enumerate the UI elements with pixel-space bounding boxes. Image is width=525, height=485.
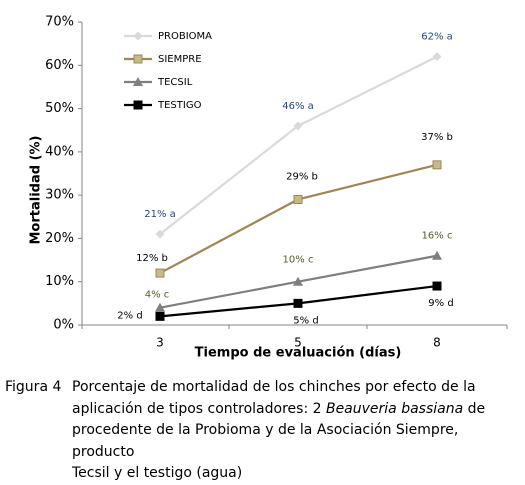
x-tick-label: 8 bbox=[433, 336, 441, 350]
caption-line: aplicación de tipos controladores: 2 Bea… bbox=[72, 399, 525, 421]
caption-line: Tecsil y el testigo (agua) bbox=[72, 463, 525, 485]
caption-text: aplicación de tipos controladores: 2 bbox=[72, 400, 326, 417]
point bbox=[293, 121, 303, 131]
caption-line: Porcentaje de mortalidad de los chinches… bbox=[72, 377, 525, 399]
data-label: 10% c bbox=[283, 255, 314, 266]
y-tick-label: 20% bbox=[45, 231, 74, 246]
caption-text: Tecsil y el testigo (agua) bbox=[72, 465, 243, 481]
data-label: 5% d bbox=[293, 315, 318, 326]
x-axis-title: Tiempo de evaluación (días) bbox=[195, 346, 402, 361]
legend-marker bbox=[133, 77, 143, 86]
point bbox=[293, 194, 303, 204]
legend-marker bbox=[133, 54, 143, 64]
y-tick-label: 30% bbox=[45, 188, 74, 203]
data-label: 46% a bbox=[282, 101, 314, 112]
y-tick-label: 10% bbox=[45, 274, 74, 289]
y-tick-label: 40% bbox=[45, 144, 74, 159]
x-tick-label: 3 bbox=[156, 336, 164, 350]
data-label: 62% a bbox=[421, 32, 453, 43]
legend-label: TESTIGO bbox=[157, 100, 202, 111]
caption-line: procedente de la Probioma y de la Asocia… bbox=[72, 420, 525, 463]
caption-text: de bbox=[463, 400, 486, 417]
y-axis-title: Mortalidad (%) bbox=[29, 136, 44, 245]
point bbox=[432, 52, 442, 62]
page: Mortalidad (%) Tiempo de evaluación (día… bbox=[5, 14, 508, 481]
point bbox=[155, 268, 165, 278]
data-label: 9% d bbox=[428, 298, 453, 309]
caption-text: Porcentaje de mortalidad de los chinches… bbox=[72, 377, 525, 485]
point bbox=[432, 160, 442, 170]
x-tick-label: 5 bbox=[294, 336, 302, 350]
legend-label: PROBIOMA bbox=[158, 31, 212, 42]
chart: Mortalidad (%) Tiempo de evaluación (día… bbox=[29, 15, 508, 361]
legend-marker bbox=[133, 100, 143, 110]
point bbox=[293, 276, 303, 286]
legend-label: TECSIL bbox=[157, 77, 193, 88]
data-label: 29% b bbox=[286, 171, 318, 182]
point bbox=[155, 311, 165, 321]
point bbox=[293, 298, 303, 308]
y-tick-label: 0% bbox=[53, 318, 74, 333]
legend-marker bbox=[133, 31, 143, 41]
y-tick-label: 60% bbox=[45, 58, 74, 73]
data-label: 12% b bbox=[136, 253, 168, 264]
y-tick-label: 70% bbox=[45, 15, 74, 30]
data-label: 21% a bbox=[144, 209, 176, 220]
data-label: 2% d bbox=[117, 310, 142, 321]
caption-text: Porcentaje de mortalidad de los chinches… bbox=[72, 379, 476, 395]
data-label: 16% c bbox=[422, 231, 453, 242]
y-tick-label: 50% bbox=[45, 101, 74, 116]
caption-species: Beauveria bassiana bbox=[325, 400, 464, 417]
legend-label: SIEMPRE bbox=[158, 54, 202, 65]
point bbox=[155, 302, 165, 312]
caption: Figura 4 Porcentaje de mortalidad de los… bbox=[5, 377, 525, 485]
point bbox=[432, 281, 442, 291]
caption-label: Figura 4 bbox=[5, 379, 62, 395]
data-label: 4% c bbox=[145, 290, 170, 301]
point bbox=[432, 250, 442, 260]
point bbox=[155, 229, 165, 239]
series-line bbox=[159, 55, 438, 235]
data-label: 37% b bbox=[421, 132, 453, 143]
caption-text: procedente de la Probioma y de la Asocia… bbox=[72, 422, 459, 460]
